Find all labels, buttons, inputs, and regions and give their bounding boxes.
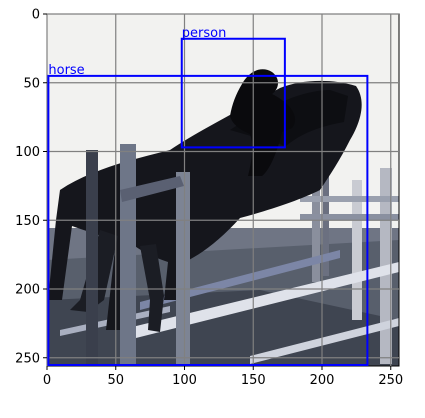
x-tick-label: 250 xyxy=(378,373,403,388)
detection-label-person: person xyxy=(182,26,227,41)
fence-post xyxy=(120,144,136,366)
y-tick-label: 50 xyxy=(23,76,40,91)
fence-post xyxy=(86,150,98,366)
x-tick-label: 200 xyxy=(310,373,335,388)
horse-leg xyxy=(140,244,164,332)
y-tick-label: 0 xyxy=(32,8,40,23)
jump-pole xyxy=(250,318,399,364)
photo xyxy=(47,14,399,366)
fence-post xyxy=(323,176,329,276)
y-tick-label: 100 xyxy=(15,145,40,160)
detection-box-horse xyxy=(47,74,369,366)
fence-post xyxy=(312,172,320,282)
y-tick-label: 150 xyxy=(15,214,40,229)
x-tick-label: 0 xyxy=(43,373,51,388)
x-tick-label: 150 xyxy=(241,373,266,388)
fence-post xyxy=(176,172,190,366)
detection-box-person xyxy=(180,37,286,149)
y-tick-label: 250 xyxy=(15,351,40,366)
rider-silhouette xyxy=(230,69,296,176)
fence-post xyxy=(352,180,362,320)
detection-label-horse: horse xyxy=(48,63,84,78)
grid xyxy=(46,13,399,366)
fence-rail xyxy=(300,214,399,220)
fence-rail xyxy=(300,196,399,202)
x-tick-label: 50 xyxy=(107,373,124,388)
fence-rail xyxy=(120,176,184,202)
y-tick-label: 200 xyxy=(15,283,40,298)
x-tick-label: 100 xyxy=(172,373,197,388)
detection-boxes: person horse xyxy=(47,26,369,366)
